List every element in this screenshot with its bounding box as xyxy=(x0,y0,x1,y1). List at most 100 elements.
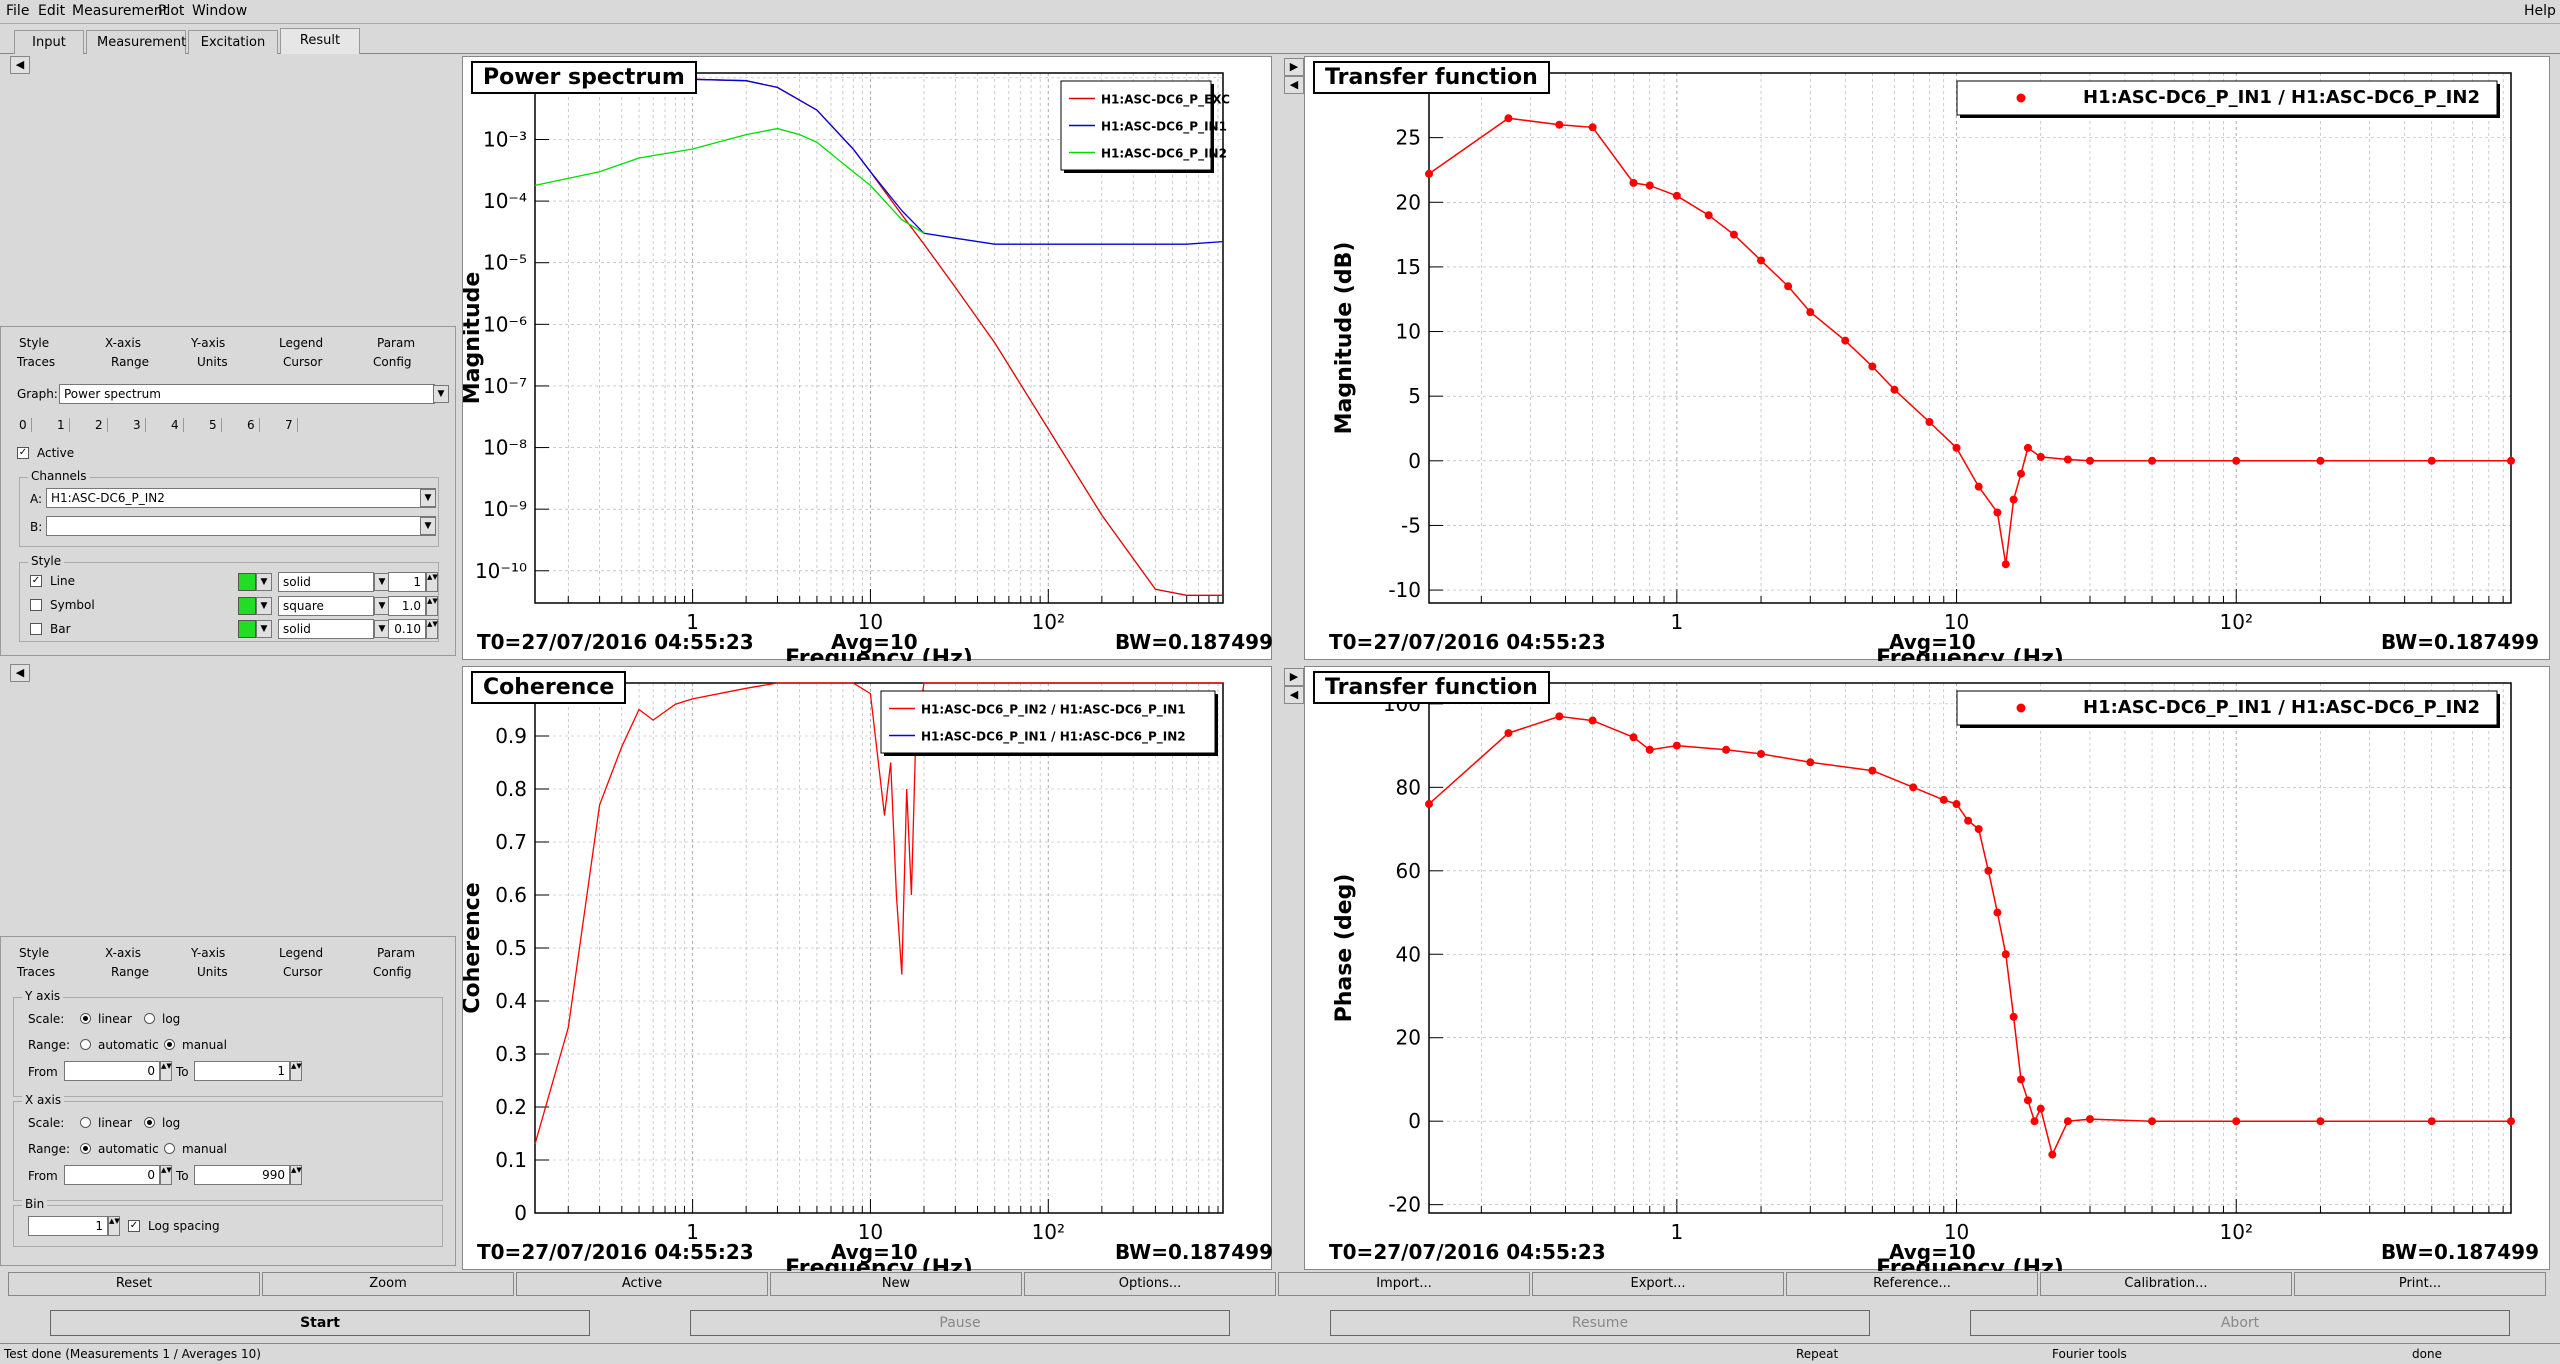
line-width-spinner-icon[interactable]: ▲▼ xyxy=(426,572,438,592)
y-to-input[interactable]: 1 xyxy=(194,1061,290,1081)
graph-select[interactable]: Power spectrum xyxy=(59,384,435,404)
symbol-size-spinner-icon[interactable]: ▲▼ xyxy=(426,596,438,616)
x-scale-log-radio[interactable] xyxy=(144,1117,155,1128)
tab-param[interactable]: Param xyxy=(377,336,416,350)
tab-y-axis[interactable]: Y-axis xyxy=(191,336,226,350)
tab-legend[interactable]: Legend xyxy=(279,336,324,350)
menu-file[interactable]: File xyxy=(6,3,30,19)
reference-button[interactable]: Reference... xyxy=(1786,1272,2038,1296)
print-button[interactable]: Print... xyxy=(2294,1272,2546,1296)
symbol-color-swatch[interactable] xyxy=(238,597,256,615)
pause-button[interactable]: Pause xyxy=(690,1310,1230,1336)
tab-excitation[interactable]: Excitation xyxy=(188,30,278,54)
x-from-input[interactable]: 0 xyxy=(64,1165,160,1185)
collapse-left-top-icon[interactable]: ◀ xyxy=(10,56,30,74)
line-color-dropdown-icon[interactable]: ▼ xyxy=(256,573,272,591)
x-from-spinner-icon[interactable]: ▲▼ xyxy=(160,1165,172,1185)
y-from-input[interactable]: 0 xyxy=(64,1061,160,1081)
tab-range-bottom[interactable]: Range xyxy=(111,965,150,979)
coherence-chart[interactable]: 10.90.80.70.60.50.40.30.20.1011010²Frequ… xyxy=(463,667,1273,1271)
abort-button[interactable]: Abort xyxy=(1970,1310,2510,1336)
y-to-spinner-icon[interactable]: ▲▼ xyxy=(290,1061,302,1081)
tab-units-bottom[interactable]: Units xyxy=(197,965,228,979)
menu-plot[interactable]: Plot xyxy=(158,3,185,19)
channel-b-dropdown-icon[interactable]: ▼ xyxy=(420,517,436,535)
tab-input[interactable]: Input xyxy=(14,30,84,54)
y-range-automatic-radio[interactable] xyxy=(80,1039,91,1050)
menu-window[interactable]: Window xyxy=(192,3,248,19)
x-range-manual-radio[interactable] xyxy=(164,1143,175,1154)
trace-tab-2[interactable]: 2 xyxy=(95,418,108,432)
symbol-checkbox[interactable] xyxy=(30,599,42,611)
tab-traces[interactable]: Traces xyxy=(17,355,56,369)
line-checkbox[interactable]: ✓ xyxy=(30,575,42,587)
graph-dropdown-icon[interactable]: ▼ xyxy=(433,385,449,403)
new-button[interactable]: New xyxy=(770,1272,1022,1296)
y-from-spinner-icon[interactable]: ▲▼ xyxy=(160,1061,172,1081)
menu-help[interactable]: Help xyxy=(2524,3,2556,19)
channel-a-dropdown-icon[interactable]: ▼ xyxy=(420,489,436,507)
trace-tab-0[interactable]: 0 xyxy=(19,418,32,432)
line-color-swatch[interactable] xyxy=(238,573,256,591)
trace-tab-5[interactable]: 5 xyxy=(209,418,222,432)
tab-cursor[interactable]: Cursor xyxy=(283,355,323,369)
expand-right-bottom-icon[interactable]: ▶ xyxy=(1284,668,1304,686)
bar-color-swatch[interactable] xyxy=(238,620,256,638)
trace-tab-7[interactable]: 7 xyxy=(285,418,298,432)
tab-measurement[interactable]: Measurement xyxy=(86,30,186,54)
tab-traces-bottom[interactable]: Traces xyxy=(17,965,56,979)
active-button[interactable]: Active xyxy=(516,1272,768,1296)
tab-style-bottom[interactable]: Style xyxy=(19,946,50,960)
expand-right-top-icon[interactable]: ▶ xyxy=(1284,58,1304,76)
trace-tab-4[interactable]: 4 xyxy=(171,418,184,432)
x-scale-linear-radio[interactable] xyxy=(80,1117,91,1128)
channel-b-select[interactable] xyxy=(46,516,436,536)
line-style-select[interactable]: solid xyxy=(278,572,374,592)
power-spectrum-chart[interactable]: 10⁻²10⁻³10⁻⁴10⁻⁵10⁻⁶10⁻⁷10⁻⁸10⁻⁹10⁻¹⁰110… xyxy=(463,57,1273,661)
bar-checkbox[interactable] xyxy=(30,623,42,635)
trace-tab-1[interactable]: 1 xyxy=(57,418,70,432)
x-to-input[interactable]: 990 xyxy=(194,1165,290,1185)
channel-a-select[interactable]: H1:ASC-DC6_P_IN2 xyxy=(46,488,436,508)
tab-legend-bottom[interactable]: Legend xyxy=(279,946,324,960)
symbol-style-select[interactable]: square xyxy=(278,596,374,616)
tab-result[interactable]: Result xyxy=(280,28,360,54)
menu-edit[interactable]: Edit xyxy=(38,3,66,19)
bin-spinner-icon[interactable]: ▲▼ xyxy=(108,1216,120,1236)
tab-x-axis[interactable]: X-axis xyxy=(105,336,141,350)
collapse-right-bottom-icon[interactable]: ◀ xyxy=(1284,686,1304,704)
tab-units[interactable]: Units xyxy=(197,355,228,369)
tab-cursor-bottom[interactable]: Cursor xyxy=(283,965,323,979)
y-range-manual-radio[interactable] xyxy=(164,1039,175,1050)
tab-param-bottom[interactable]: Param xyxy=(377,946,416,960)
tab-style[interactable]: Style xyxy=(19,336,50,350)
tab-range[interactable]: Range xyxy=(111,355,150,369)
calibration-button[interactable]: Calibration... xyxy=(2040,1272,2292,1296)
bar-style-select[interactable]: solid xyxy=(278,619,374,639)
tab-config-bottom[interactable]: Config xyxy=(373,965,412,979)
export-button[interactable]: Export... xyxy=(1532,1272,1784,1296)
symbol-color-dropdown-icon[interactable]: ▼ xyxy=(256,597,272,615)
tab-x-axis-bottom[interactable]: X-axis xyxy=(105,946,141,960)
collapse-left-bottom-icon[interactable]: ◀ xyxy=(10,664,30,682)
tab-y-axis-bottom[interactable]: Y-axis xyxy=(191,946,226,960)
trace-tab-6[interactable]: 6 xyxy=(247,418,260,432)
tab-config[interactable]: Config xyxy=(373,355,412,369)
y-scale-log-radio[interactable] xyxy=(144,1013,155,1024)
bin-input[interactable]: 1 xyxy=(28,1216,108,1236)
trace-tab-3[interactable]: 3 xyxy=(133,418,146,432)
line-width-input[interactable]: 1 xyxy=(388,572,426,592)
bar-color-dropdown-icon[interactable]: ▼ xyxy=(256,620,272,638)
x-to-spinner-icon[interactable]: ▲▼ xyxy=(290,1165,302,1185)
log-spacing-checkbox[interactable]: ✓ xyxy=(128,1220,140,1232)
reset-button[interactable]: Reset xyxy=(8,1272,260,1296)
active-checkbox[interactable]: ✓ xyxy=(17,447,29,459)
symbol-size-input[interactable]: 1.0 xyxy=(388,596,426,616)
menu-measurement[interactable]: Measurement xyxy=(72,3,169,19)
y-scale-linear-radio[interactable] xyxy=(80,1013,91,1024)
start-button[interactable]: Start xyxy=(50,1310,590,1336)
bar-width-spinner-icon[interactable]: ▲▼ xyxy=(426,619,438,639)
resume-button[interactable]: Resume xyxy=(1330,1310,1870,1336)
